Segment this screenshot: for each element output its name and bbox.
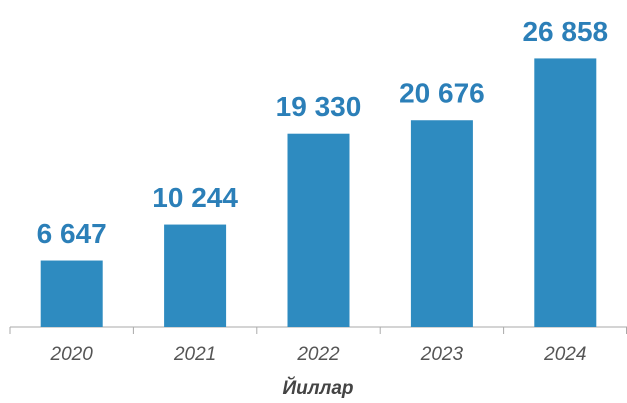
value-label: 6 647: [37, 218, 107, 249]
value-label: 20 676: [399, 78, 485, 109]
bar: [534, 58, 597, 328]
x-tick-label: 2023: [420, 344, 464, 365]
value-label: 26 858: [522, 16, 608, 47]
x-axis-title: Йиллар: [282, 377, 353, 399]
x-tick-label: 2024: [543, 344, 586, 365]
bar: [287, 133, 350, 327]
x-tick-label: 2021: [173, 344, 216, 365]
bar: [164, 224, 227, 327]
value-label: 10 244: [152, 182, 238, 213]
x-tick-label: 2022: [296, 344, 340, 365]
x-tick-label: 2020: [50, 344, 94, 365]
bar: [410, 120, 473, 328]
bar: [40, 260, 103, 327]
value-label: 19 330: [276, 91, 362, 122]
